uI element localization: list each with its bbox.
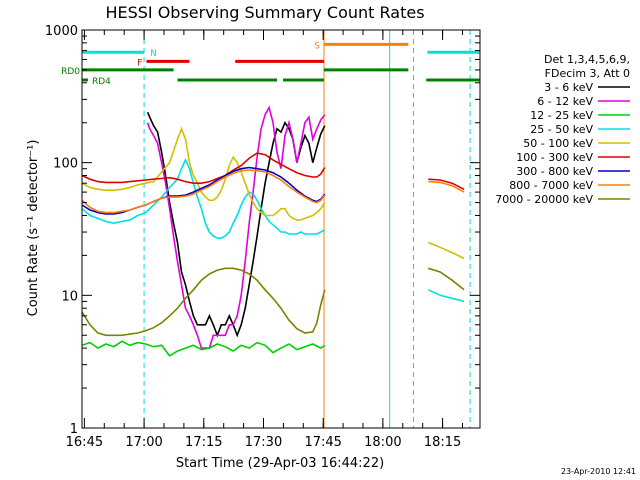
legend-label-3-6-kev: 3 - 6 keV: [544, 81, 593, 94]
y-tick-label: 1: [70, 422, 78, 437]
series-line-late-25-50-kev: [427, 289, 465, 303]
flag-label-f: F: [137, 58, 142, 68]
plot-area: [81, 30, 471, 428]
flag-label-n: N: [150, 49, 157, 59]
legend-label-6-12-kev: 6 - 12 keV: [537, 95, 593, 108]
x-tick-label: 17:45: [304, 435, 341, 450]
series-line-late-7000-20000-kev: [428, 267, 465, 291]
series-line-25-50-kev: [81, 157, 326, 239]
y-tick-label: 1000: [45, 24, 78, 39]
legend-label-100-300-kev: 100 - 300 keV: [516, 151, 593, 164]
y-axis-label: Count Rate (s⁻¹ detector⁻¹): [26, 140, 41, 317]
series-line-7000-20000-kev: [81, 267, 326, 337]
y-tick-label: 100: [53, 157, 78, 172]
axes: 1 10 100 1000 16:45 17:00 17:15 17:30 17:45 18:00…: [45, 24, 481, 450]
series-line-late-50-100-kev: [428, 241, 465, 260]
chart-title: HESSI Observing Summary Count Rates: [105, 3, 424, 22]
plot-frame: [81, 29, 481, 429]
series-line-3-6-kev: [146, 111, 326, 338]
legend-label-7000-20000-kev: 7000 - 20000 keV: [495, 193, 593, 206]
legend-header-line-2: FDecim 3, Att 0: [545, 67, 630, 80]
x-tick-label: 18:00: [364, 435, 401, 450]
legend-label-300-800-kev: 300 - 800 keV: [516, 165, 593, 178]
legend-header-line-1: Det 1,3,4,5,6,9,: [544, 53, 630, 66]
series-line-300-800-kev: [81, 166, 326, 215]
legend-label-12-25-kev: 12 - 25 keV: [530, 109, 593, 122]
series-line-late-800-7000-kev: [428, 180, 465, 193]
legend-label-25-50-kev: 25 - 50 keV: [530, 123, 593, 136]
series-line-late-100-300-kev: [428, 178, 465, 191]
series-line-12-25-kev: [81, 340, 326, 357]
x-tick-label: 17:00: [125, 435, 162, 450]
legend-label-50-100-kev: 50 - 100 keV: [523, 137, 593, 150]
y-tick-label: 10: [61, 289, 78, 304]
x-tick-label: 17:30: [245, 435, 282, 450]
flag-bars: NF S RD0 RD4: [61, 41, 480, 87]
legend: Det 1,3,4,5,6,9, FDecim 3, Att 0 3 - 6 k…: [495, 53, 630, 206]
flag-label-rd4: RD4: [92, 77, 111, 87]
x-axis-label: Start Time (29-Apr-03 16:44:22): [176, 456, 384, 471]
flag-label-s: S: [314, 41, 320, 51]
series-line-50-100-kev: [81, 126, 326, 221]
x-tick-label: 18:15: [424, 435, 461, 450]
x-tick-label: 16:45: [66, 435, 103, 450]
x-tick-label: 17:15: [185, 435, 222, 450]
legend-label-800-7000-kev: 800 - 7000 keV: [509, 179, 593, 192]
footer-timestamp: 23-Apr-2010 12:41: [561, 467, 636, 476]
series-line-100-300-kev: [81, 152, 326, 184]
flag-label-rd0: RD0: [61, 67, 80, 77]
series-line-800-7000-kev: [81, 169, 326, 214]
series-line-6-12-kev: [146, 105, 326, 349]
